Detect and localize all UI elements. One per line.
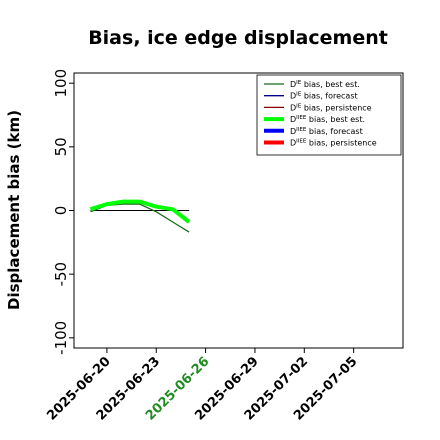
- legend-label-1: DIE bias, forecast: [290, 92, 358, 101]
- y-tick-label: 0: [52, 206, 70, 216]
- y-tick-label: 50: [52, 137, 70, 156]
- legend: DIE bias, best est. DIE bias, forecast DIE…: [256, 74, 402, 156]
- legend-label-4: DIIEE bias, forecast: [290, 127, 363, 136]
- legend-label-3: DIIEE bias, best est.: [290, 115, 365, 124]
- chart-title: Bias, ice edge displacement: [88, 27, 388, 49]
- y-tick-label: 100: [52, 69, 70, 98]
- legend-label-0: DIE bias, best est.: [290, 80, 360, 89]
- legend-label-5: DIIEE bias, persistence: [290, 139, 377, 148]
- y-tick-label: -50: [52, 262, 70, 287]
- legend-label-2: DIE bias, persistence: [290, 103, 372, 112]
- y-axis-label: Displacement bias (km): [5, 110, 23, 310]
- y-tick-label: -100: [52, 321, 70, 355]
- series-line-3: [89, 199, 191, 224]
